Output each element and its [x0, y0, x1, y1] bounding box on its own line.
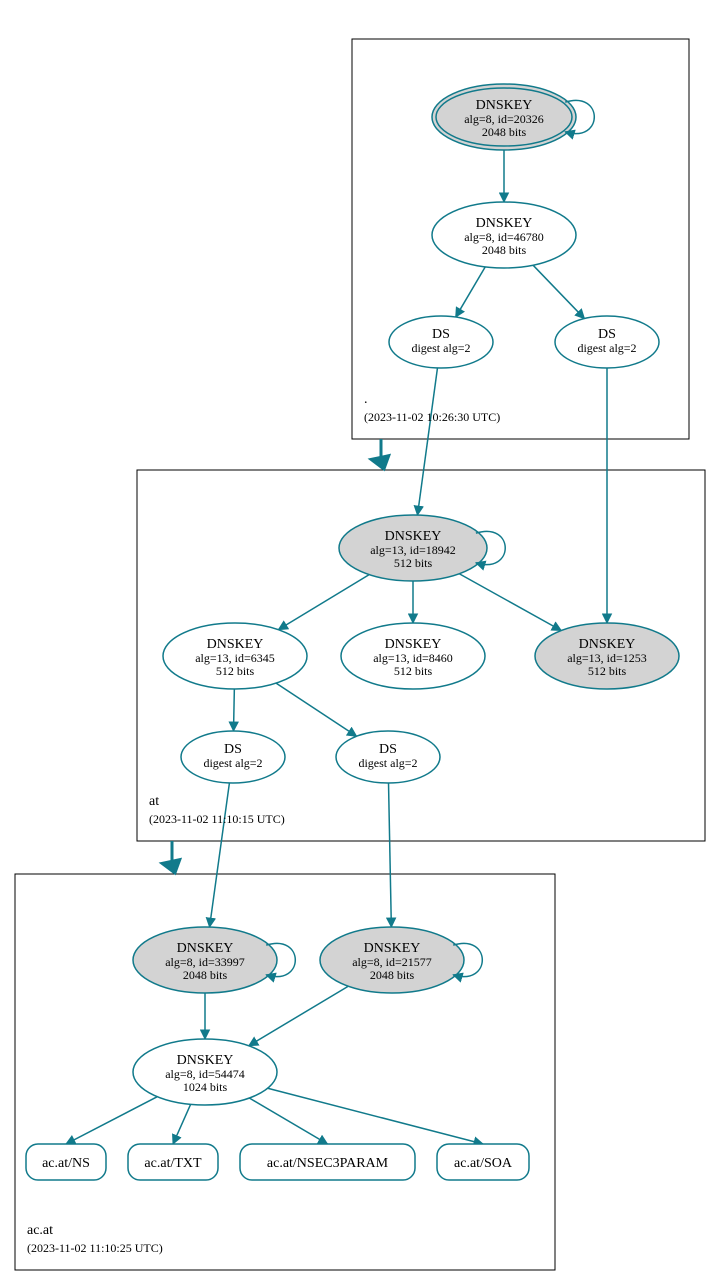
node-root_ksk-title: DNSKEY	[476, 98, 533, 113]
node-at_zsk1-title: DNSKEY	[207, 637, 264, 652]
zone-timestamp-root: (2023-11-02 10:26:30 UTC)	[364, 410, 500, 424]
node-root_ds2-title: DS	[598, 327, 616, 342]
node-at_ds2-line2: digest alg=2	[358, 756, 417, 770]
edge-at_zsk1-to-at_ds1	[234, 689, 235, 731]
edge-at_zsk1-to-at_ds2	[276, 683, 357, 736]
rrset-soa-label: ac.at/SOA	[454, 1156, 513, 1171]
zone-label-root: .	[364, 392, 368, 407]
rrset-nsec-label: ac.at/NSEC3PARAM	[267, 1156, 389, 1171]
node-at_zsk2-line3: 512 bits	[394, 664, 433, 678]
node-root_zsk-line2: alg=8, id=46780	[464, 230, 544, 244]
node-at_zsk2-title: DNSKEY	[385, 637, 442, 652]
node-acat_ksk2-line2: alg=8, id=21577	[352, 955, 432, 969]
node-at_ds1-line2: digest alg=2	[203, 756, 262, 770]
node-at_ds2-title: DS	[379, 742, 397, 757]
edge-at_ds1-to-acat_ksk1	[210, 783, 230, 927]
node-acat_zsk-title: DNSKEY	[177, 1053, 234, 1068]
node-at_zsk3-line2: alg=13, id=1253	[567, 651, 647, 665]
node-acat_zsk-line2: alg=8, id=54474	[165, 1067, 245, 1081]
edge-root_ds1-to-at_ksk	[417, 368, 437, 515]
edge-root_zsk-to-root_ds1	[456, 267, 486, 317]
node-at_zsk3-title: DNSKEY	[579, 637, 636, 652]
edge-at_ksk-to-at_zsk1	[278, 575, 369, 630]
edge-acat_zsk-to-nsec	[249, 1098, 327, 1144]
node-acat_ksk2-line3: 2048 bits	[370, 968, 415, 982]
zone-box-acat	[15, 874, 555, 1270]
node-at_zsk2-line2: alg=13, id=8460	[373, 651, 453, 665]
edge-at_ds2-to-acat_ksk2	[389, 783, 392, 927]
node-at_ksk-line3: 512 bits	[394, 556, 433, 570]
node-at_ds1-title: DS	[224, 742, 242, 757]
edge-at_ksk-to-at_zsk3	[459, 574, 561, 631]
node-root_ds2-line2: digest alg=2	[577, 341, 636, 355]
node-root_ksk-line3: 2048 bits	[482, 125, 527, 139]
node-at_zsk1-line3: 512 bits	[216, 664, 255, 678]
edge-acat_zsk-to-soa	[268, 1088, 483, 1144]
rrset-ns-label: ac.at/NS	[42, 1156, 90, 1171]
node-acat_ksk1-title: DNSKEY	[177, 941, 234, 956]
node-root_zsk-line3: 2048 bits	[482, 243, 527, 257]
node-at_zsk3-line3: 512 bits	[588, 664, 627, 678]
node-acat_zsk-line3: 1024 bits	[183, 1080, 228, 1094]
node-acat_ksk1-line2: alg=8, id=33997	[165, 955, 245, 969]
node-at_ksk-title: DNSKEY	[385, 529, 442, 544]
zone-arrow-head-root-at	[368, 454, 395, 475]
node-acat_ksk1-line3: 2048 bits	[183, 968, 228, 982]
zone-arrow-head-at-acat	[159, 858, 186, 879]
node-root_ds1-title: DS	[432, 327, 450, 342]
zone-timestamp-at: (2023-11-02 11:10:15 UTC)	[149, 812, 285, 826]
edge-root_zsk-to-root_ds2	[533, 265, 584, 318]
edge-acat_ksk2-to-acat_zsk	[249, 986, 348, 1046]
node-root_ksk-line2: alg=8, id=20326	[464, 112, 544, 126]
node-root_ds1-line2: digest alg=2	[411, 341, 470, 355]
node-root_zsk-title: DNSKEY	[476, 216, 533, 231]
zone-label-at: at	[149, 794, 159, 809]
zone-timestamp-acat: (2023-11-02 11:10:25 UTC)	[27, 1241, 163, 1255]
rrset-txt-label: ac.at/TXT	[144, 1156, 202, 1171]
edge-acat_zsk-to-ns	[66, 1097, 157, 1144]
edge-acat_zsk-to-txt	[173, 1104, 191, 1144]
node-at_ksk-line2: alg=13, id=18942	[370, 543, 456, 557]
zone-label-acat: ac.at	[27, 1223, 53, 1238]
node-acat_ksk2-title: DNSKEY	[364, 941, 421, 956]
node-at_zsk1-line2: alg=13, id=6345	[195, 651, 275, 665]
